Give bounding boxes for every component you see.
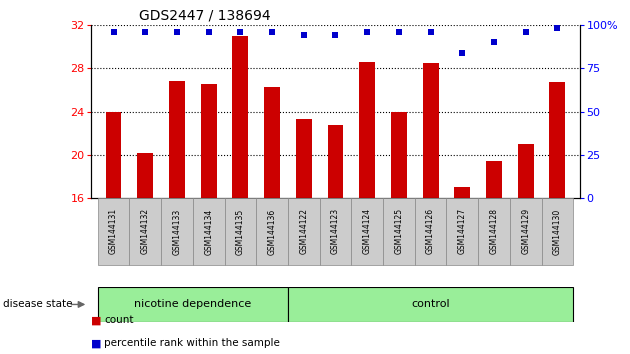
Text: control: control — [411, 299, 450, 309]
Text: GSM144129: GSM144129 — [521, 209, 530, 255]
Text: GSM144133: GSM144133 — [173, 208, 181, 255]
Bar — [169, 81, 185, 198]
Point — [299, 32, 309, 38]
Text: GSM144135: GSM144135 — [236, 208, 245, 255]
Bar — [106, 112, 122, 198]
Point — [140, 29, 151, 35]
Point — [172, 29, 182, 35]
Text: GSM144122: GSM144122 — [299, 209, 308, 255]
Bar — [415, 198, 447, 265]
Point — [108, 29, 118, 35]
Bar — [264, 87, 280, 198]
Bar — [98, 198, 129, 265]
Bar — [296, 119, 312, 198]
Text: GSM144127: GSM144127 — [458, 209, 467, 255]
Bar — [542, 198, 573, 265]
Bar — [454, 187, 470, 198]
Bar — [201, 84, 217, 198]
Point — [553, 25, 563, 31]
Bar — [486, 161, 502, 198]
Bar — [129, 198, 161, 265]
Bar — [161, 198, 193, 265]
Text: GSM144131: GSM144131 — [109, 209, 118, 255]
Bar — [288, 198, 319, 265]
Text: GSM144128: GSM144128 — [490, 209, 498, 255]
Bar — [549, 82, 565, 198]
Bar — [391, 112, 407, 198]
Bar — [447, 198, 478, 265]
Text: GSM144123: GSM144123 — [331, 209, 340, 255]
Bar — [137, 153, 153, 198]
Text: GSM144134: GSM144134 — [204, 208, 213, 255]
Text: GDS2447 / 138694: GDS2447 / 138694 — [139, 9, 270, 23]
Bar — [319, 198, 352, 265]
Point — [489, 39, 499, 45]
Point — [267, 29, 277, 35]
Text: GSM144124: GSM144124 — [363, 209, 372, 255]
Point — [203, 29, 214, 35]
Text: percentile rank within the sample: percentile rank within the sample — [104, 338, 280, 348]
Text: GSM144125: GSM144125 — [394, 209, 403, 255]
Point — [331, 32, 341, 38]
Text: GSM144130: GSM144130 — [553, 208, 562, 255]
Bar — [328, 125, 343, 198]
Bar — [510, 198, 542, 265]
Bar — [383, 198, 415, 265]
Text: GSM144136: GSM144136 — [268, 208, 277, 255]
Point — [394, 29, 404, 35]
Point — [520, 29, 530, 35]
Bar — [478, 198, 510, 265]
Bar — [98, 287, 288, 322]
Bar — [256, 198, 288, 265]
Text: ■: ■ — [91, 338, 102, 348]
Bar — [352, 198, 383, 265]
Text: count: count — [104, 315, 134, 325]
Bar — [423, 63, 438, 198]
Bar — [288, 287, 573, 322]
Bar — [518, 144, 534, 198]
Point — [457, 50, 467, 55]
Text: nicotine dependence: nicotine dependence — [134, 299, 251, 309]
Text: GSM144126: GSM144126 — [426, 209, 435, 255]
Text: ■: ■ — [91, 315, 102, 325]
Bar — [359, 62, 375, 198]
Bar — [232, 36, 248, 198]
Point — [362, 29, 372, 35]
Text: disease state: disease state — [3, 299, 72, 309]
Point — [236, 29, 246, 35]
Bar — [193, 198, 224, 265]
Text: GSM144132: GSM144132 — [140, 209, 150, 255]
Bar — [224, 198, 256, 265]
Point — [425, 29, 435, 35]
